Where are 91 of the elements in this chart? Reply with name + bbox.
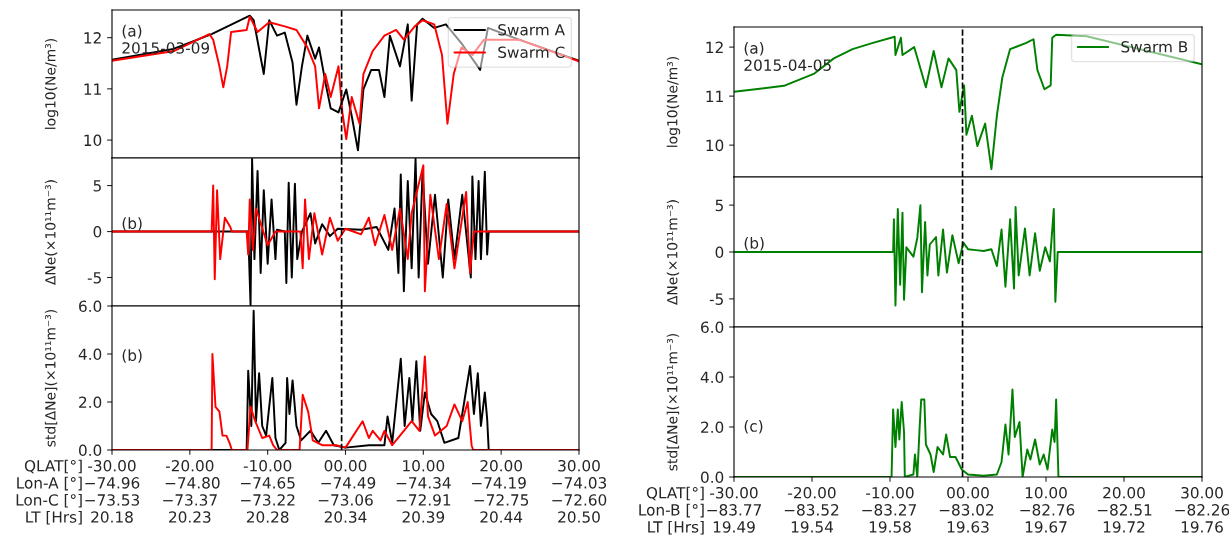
y-tick-label: 12 [706, 41, 723, 53]
x2-tick-label: −74.96 [85, 477, 140, 489]
x2-tick-label: −74.49 [321, 477, 376, 489]
x-tick-label: 10.00 [1025, 486, 1067, 499]
x-tick-label: 00.00 [324, 459, 367, 472]
text: 19.72 [1103, 521, 1145, 533]
text: 19.63 [947, 521, 989, 533]
text: −73.53 [85, 494, 140, 506]
y-tick-label: 6.0 [79, 300, 102, 313]
x2-tick-label: −83.27 [862, 504, 916, 516]
x-tick-label: -20.00 [165, 459, 214, 472]
x-tick-label: -20.00 [788, 486, 836, 499]
y-tick-label: 0 [715, 246, 724, 259]
y-axis-title: ΔNe(×10¹¹m⁻³) [666, 200, 680, 305]
y-tick-label: 4.0 [78, 348, 102, 361]
x2-tick-label: −82.76 [1020, 504, 1075, 516]
y-tick-label: 0 [93, 226, 102, 238]
text: 20.23 [169, 511, 211, 523]
x2-tick-label: −74.65 [241, 477, 295, 489]
text: 20.18 [91, 511, 133, 523]
text: −73.06 [318, 494, 373, 506]
line-series [734, 33, 1202, 171]
text: −72.91 [396, 494, 451, 506]
text: 19.54 [791, 521, 834, 533]
x2-tick-label: −82.51 [1097, 504, 1152, 516]
text: 19.76 [1181, 521, 1223, 533]
text: 20.28 [246, 511, 289, 523]
text: −73.22 [241, 494, 295, 506]
x-tick-label: 20.00 [1103, 486, 1145, 499]
text: 19.67 [1025, 521, 1067, 533]
y-tick-label: -5 [87, 272, 101, 284]
y-tick-label: 10 [84, 134, 102, 147]
y-tick-label: 11 [84, 83, 101, 95]
x-tick-label: 10.00 [403, 459, 445, 472]
x-tick-label: 30.00 [558, 459, 600, 472]
y-tick-label: 5 [93, 180, 101, 192]
legend-label: Swarm B [1121, 41, 1188, 53]
x2-tick-label: −82.26 [1175, 504, 1229, 516]
y-tick-label: 12 [84, 32, 101, 44]
text: Lon-C [°] [16, 493, 82, 508]
y-tick-label: 2.0 [701, 421, 724, 434]
y-axis-title: std[ΔNe](×10¹¹m⁻³) [666, 333, 680, 471]
annotation: (b) [122, 349, 142, 363]
legend-label: Swarm A [498, 24, 565, 36]
y-tick-label: -5 [709, 293, 723, 305]
x-tick-label: -10.00 [243, 459, 292, 472]
annotation: (c) [744, 420, 763, 434]
text: −72.60 [552, 494, 607, 506]
x-tick-label: -30.00 [88, 459, 136, 472]
x2-tick-label: −83.02 [939, 504, 994, 516]
y-tick-label: 11 [706, 90, 723, 102]
x-tick-label: -10.00 [866, 486, 914, 499]
line-series [734, 204, 1202, 307]
text: −73.37 [163, 494, 217, 506]
y-tick-label: 10 [706, 139, 724, 152]
y-tick-label: 0.0 [700, 471, 724, 484]
x2-tick-label: −74.80 [165, 477, 220, 489]
x2-axis-title: Lon-A [°] [17, 476, 82, 491]
legend-label: Swarm C [498, 46, 565, 58]
text: 20.44 [480, 511, 523, 523]
y-tick-label: 2.0 [79, 396, 102, 409]
annotation: (b) [122, 217, 142, 231]
annotation: (b) [744, 237, 764, 251]
text: LT [Hrs] [26, 510, 82, 525]
x2-tick-label: −74.19 [472, 477, 526, 489]
y-tick-label: 5 [715, 199, 723, 212]
text: LT [Hrs] [648, 520, 704, 535]
text: 19.58 [869, 521, 911, 533]
text: 20.34 [324, 511, 367, 523]
x2-axis-title: Lon-B [°] [639, 503, 704, 518]
x-tick-label: 20.00 [480, 459, 523, 472]
y-tick-label: 4.0 [700, 371, 724, 384]
x-axis-title: QLAT[°] [24, 459, 82, 474]
x-tick-label: 30.00 [1181, 486, 1223, 499]
x2-tick-label: −83.77 [707, 504, 761, 516]
x-axis-title: QLAT[°] [646, 486, 704, 501]
x2-tick-label: −74.34 [396, 477, 451, 489]
text: −72.75 [474, 494, 529, 506]
x-tick-label: 00.00 [947, 486, 989, 499]
y-axis-title: log10(Ne/m³) [44, 39, 59, 129]
text: 20.39 [402, 511, 445, 523]
text: 20.50 [558, 511, 600, 523]
y-axis-title: std[ΔNe](×10¹¹m⁻³) [44, 309, 58, 447]
y-tick-label: 6.0 [701, 321, 724, 334]
x2-tick-label: −74.03 [552, 477, 607, 489]
y-axis-title: ΔNe(×10¹¹m⁻³) [44, 180, 58, 285]
y-tick-label: 0.0 [78, 444, 102, 457]
y-axis-title: log10(Ne/m³) [666, 57, 681, 147]
x2-tick-label: −83.52 [784, 504, 839, 516]
text: 19.49 [713, 521, 755, 533]
x-tick-label: -30.00 [710, 486, 758, 499]
